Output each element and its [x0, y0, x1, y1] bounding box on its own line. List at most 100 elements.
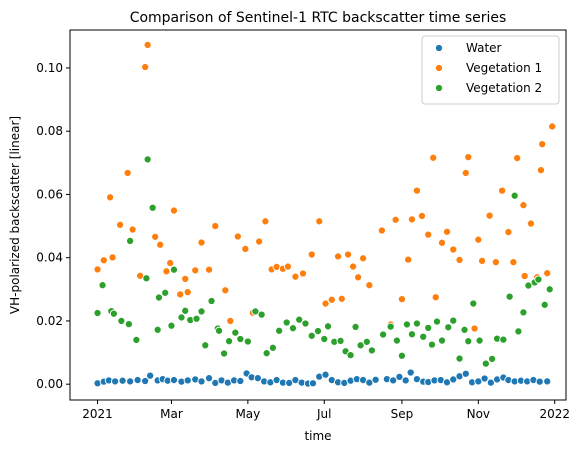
data-point-1-32 — [283, 262, 292, 271]
data-point-2-30 — [251, 307, 260, 316]
data-point-1-21 — [211, 222, 220, 231]
data-point-2-28 — [236, 334, 245, 344]
data-point-2-12 — [154, 293, 163, 302]
data-point-0-22 — [236, 376, 245, 386]
data-point-1-79 — [548, 122, 557, 131]
data-point-2-78 — [524, 281, 533, 290]
data-point-2-0 — [93, 308, 102, 318]
data-point-2-6 — [126, 236, 135, 245]
data-point-1-0 — [93, 265, 102, 274]
data-point-2-31 — [257, 310, 266, 319]
data-point-0-4 — [118, 376, 127, 385]
data-point-2-9 — [143, 155, 152, 164]
data-point-1-6 — [128, 225, 137, 234]
legend-label: Vegetation 1 — [466, 61, 542, 75]
legend-label: Vegetation 2 — [466, 81, 542, 95]
data-point-2-80 — [534, 275, 543, 284]
data-point-1-16 — [181, 274, 190, 283]
x-tick-label: May — [235, 407, 260, 421]
data-point-1-54 — [424, 230, 433, 239]
data-point-0-3 — [111, 377, 120, 386]
data-point-1-48 — [391, 215, 400, 224]
data-point-1-58 — [442, 227, 452, 236]
data-point-2-73 — [499, 335, 508, 344]
data-point-1-51 — [407, 215, 416, 224]
data-point-2-47 — [351, 322, 360, 332]
data-point-1-8 — [141, 62, 150, 72]
y-tick-label: 0.06 — [36, 187, 63, 201]
data-point-2-66 — [460, 325, 469, 334]
data-point-2-70 — [481, 359, 490, 368]
data-point-1-70 — [509, 258, 518, 267]
data-point-1-74 — [526, 219, 535, 228]
data-point-0-14 — [183, 376, 192, 385]
data-point-0-17 — [204, 374, 214, 383]
data-point-2-13 — [161, 288, 170, 297]
data-point-1-64 — [474, 235, 483, 244]
legend-marker — [434, 43, 444, 53]
data-point-2-53 — [392, 336, 401, 345]
data-point-2-35 — [282, 318, 291, 327]
data-point-1-36 — [315, 217, 324, 226]
data-point-1-5 — [123, 168, 132, 177]
data-point-2-55 — [402, 320, 411, 329]
data-point-1-3 — [108, 253, 117, 262]
data-point-1-2 — [106, 193, 115, 202]
data-point-1-1 — [99, 256, 108, 265]
data-point-2-52 — [386, 322, 395, 331]
data-point-2-3 — [109, 309, 118, 318]
data-point-1-35 — [307, 250, 316, 259]
data-point-1-77 — [538, 140, 547, 149]
data-point-0-8 — [146, 371, 155, 380]
data-point-0-46 — [389, 376, 398, 385]
data-point-2-54 — [397, 351, 406, 360]
data-point-2-32 — [262, 349, 271, 358]
data-point-1-33 — [291, 272, 300, 281]
data-point-2-82 — [545, 285, 554, 294]
data-point-1-45 — [365, 281, 374, 290]
legend-marker — [434, 63, 444, 73]
data-point-1-43 — [354, 273, 363, 282]
data-point-1-38 — [327, 295, 336, 304]
data-point-2-24 — [214, 326, 224, 335]
data-point-2-39 — [307, 331, 316, 340]
data-point-1-62 — [464, 153, 473, 162]
data-point-1-50 — [404, 255, 413, 264]
data-point-1-68 — [498, 186, 507, 195]
data-point-2-34 — [275, 326, 284, 335]
data-point-0-61 — [480, 374, 489, 383]
data-point-2-81 — [540, 300, 549, 309]
data-point-1-55 — [429, 153, 438, 162]
data-point-2-36 — [288, 324, 298, 333]
data-point-0-6 — [133, 376, 142, 385]
data-point-2-65 — [455, 354, 464, 363]
data-point-1-39 — [333, 252, 343, 261]
data-point-1-15 — [176, 290, 185, 299]
data-point-2-38 — [301, 319, 310, 328]
data-point-1-22 — [221, 286, 230, 295]
data-point-2-21 — [201, 341, 210, 350]
chart-title: Comparison of Sentinel-1 RTC backscatter… — [130, 10, 507, 26]
data-point-2-64 — [449, 316, 458, 325]
data-point-1-27 — [255, 237, 264, 246]
data-point-0-58 — [461, 369, 470, 378]
data-point-1-40 — [337, 294, 346, 303]
data-point-1-71 — [513, 154, 522, 163]
data-point-2-40 — [313, 327, 323, 336]
data-point-1-52 — [412, 186, 422, 195]
data-point-1-12 — [162, 267, 171, 276]
data-point-2-20 — [197, 307, 206, 316]
data-point-2-50 — [367, 346, 376, 355]
data-point-1-69 — [504, 228, 513, 237]
data-point-2-37 — [295, 315, 304, 324]
data-point-0-48 — [401, 376, 410, 385]
data-point-1-78 — [543, 269, 552, 278]
data-point-2-25 — [220, 349, 229, 358]
y-tick-label: 0.08 — [36, 124, 63, 138]
data-point-2-19 — [192, 314, 201, 323]
y-axis: 0.00 0.02 0.04 0.06 0.08 0.10 — [36, 61, 70, 391]
y-tick-label: 0.02 — [36, 314, 63, 328]
x-tick-label: Mar — [160, 407, 183, 421]
x-tick-label: 2021 — [82, 407, 113, 421]
data-point-2-4 — [117, 316, 126, 325]
